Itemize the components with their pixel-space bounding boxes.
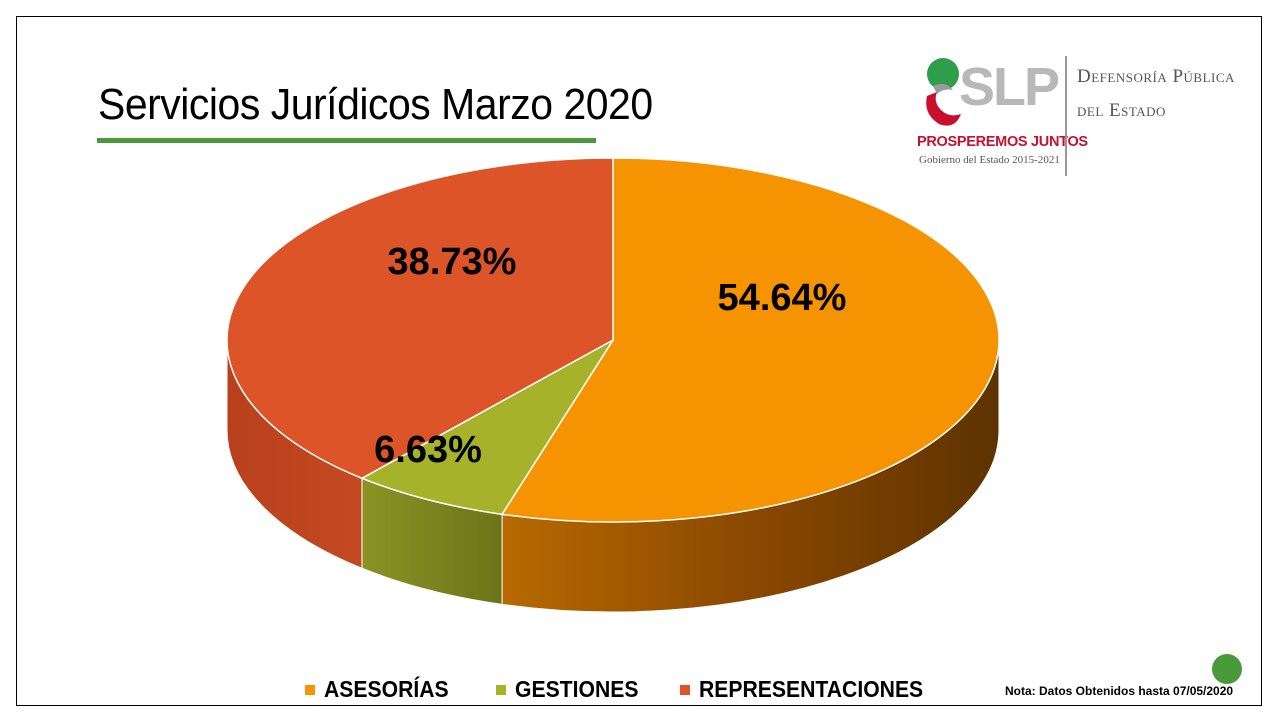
slice-asesorias	[500, 157, 1000, 523]
page-title: Servicios Jurídicos Marzo 2020	[98, 80, 653, 129]
department-line-1: Defensoría Pública	[1077, 66, 1235, 87]
legend-swatch	[305, 684, 315, 695]
legend-item-asesorias: ASESORÍAS	[305, 676, 459, 703]
legend-label: ASESORÍAS	[324, 676, 449, 702]
legend-swatch	[496, 684, 506, 695]
logo-divider	[1065, 56, 1067, 176]
slp-emblem-icon	[926, 58, 961, 126]
slice-representaciones	[226, 157, 614, 480]
legend-label: GESTIONES	[515, 676, 639, 702]
legend-item-gestiones: GESTIONES	[496, 676, 649, 703]
slice-gestiones-label: 6.63%	[374, 429, 482, 471]
slice-gestiones	[360, 339, 614, 516]
legend-label: REPRESENTACIONES	[699, 676, 924, 702]
legend-item-representaciones: REPRESENTACIONES	[680, 676, 943, 703]
decorative-dot	[1212, 654, 1242, 684]
slice-asesorias-label: 54.64%	[718, 277, 847, 319]
slide-frame	[16, 16, 1262, 706]
slp-wordmark: SLP	[959, 57, 1060, 117]
title-underline	[97, 138, 596, 143]
slp-logo: SLP PROSPEREMOS JUNTOS Gobierno del Esta…	[915, 52, 1245, 182]
department-line-2: del Estado	[1077, 100, 1166, 121]
slogan: PROSPEREMOS JUNTOS	[917, 134, 1088, 150]
data-note: Nota: Datos Obtenidos hasta 07/05/2020	[1005, 684, 1234, 698]
government-period: Gobierno del Estado 2015-2021	[919, 154, 1060, 166]
legend-swatch	[680, 684, 690, 695]
slice-representaciones-label: 38.73%	[388, 241, 517, 283]
